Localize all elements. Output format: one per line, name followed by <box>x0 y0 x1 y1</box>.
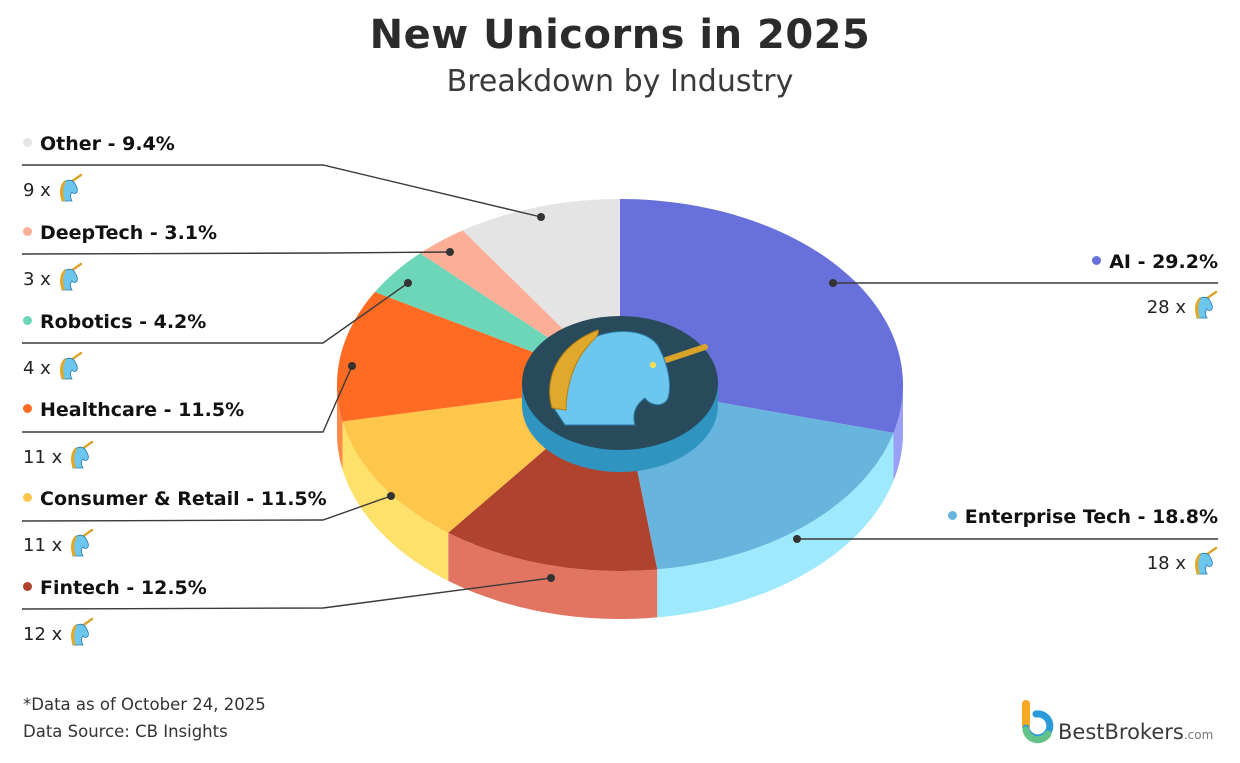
leader-dot <box>387 492 395 500</box>
legend-text: Other - 9.4% <box>40 133 175 155</box>
legend-dot-consumer-retail <box>23 493 32 502</box>
unicorn-head-icon <box>57 173 83 208</box>
count-text: 4 x <box>23 358 51 379</box>
legend-label-robotics: Robotics - 4.2% <box>23 311 206 333</box>
count-text: 3 x <box>23 269 51 290</box>
count-text: 11 x <box>23 535 63 556</box>
legend-dot-ai <box>1092 256 1102 265</box>
count-text: 18 x <box>1146 553 1186 574</box>
count-text: 28 x <box>1146 297 1186 318</box>
count-text: 9 x <box>23 180 51 201</box>
pie-side-ai <box>893 385 903 481</box>
leader-dot <box>404 279 412 287</box>
leader-dot <box>793 535 801 543</box>
legend-label-other: Other - 9.4% <box>23 133 175 155</box>
legend-count-consumer-retail: 11 x <box>23 528 94 563</box>
count-text: 12 x <box>23 624 63 645</box>
legend-label-consumer-retail: Consumer & Retail - 11.5% <box>23 488 327 510</box>
center-unicorn-emblem <box>522 316 718 472</box>
legend-dot-enterprise-tech <box>947 511 957 520</box>
unicorn-head-icon <box>68 528 94 563</box>
legend-dot-deeptech <box>23 227 32 236</box>
count-text: 11 x <box>23 447 63 468</box>
unicorn-head-icon <box>68 440 94 475</box>
leader-dot <box>348 362 356 370</box>
leader-line <box>21 251 451 255</box>
legend-count-robotics: 4 x <box>23 351 83 386</box>
legend-text: Fintech - 12.5% <box>40 577 207 599</box>
legend-count-ai: 28 x <box>1147 290 1218 325</box>
bestbrokers-logo-icon <box>1022 700 1054 744</box>
legend-count-deeptech: 3 x <box>23 262 83 297</box>
pie-side-enterprise-tech <box>657 432 894 618</box>
brand-name: BestBrokers <box>1058 720 1184 744</box>
legend-label-fintech: Fintech - 12.5% <box>23 577 207 599</box>
data-date-note: *Data as of October 24, 2025 <box>23 695 266 714</box>
legend-dot-other <box>23 138 32 147</box>
brand-logo: BestBrokers .com <box>1020 698 1213 744</box>
leader-line <box>22 365 353 433</box>
legend-dot-robotics <box>23 316 32 325</box>
legend-label-ai: AI - 29.2% <box>1092 251 1218 273</box>
legend-dot-healthcare <box>23 404 32 413</box>
pie-side-consumer-retail <box>342 421 449 581</box>
brand-tld: .com <box>1183 728 1214 742</box>
leader-line <box>21 577 552 610</box>
legend-count-fintech: 12 x <box>23 617 94 652</box>
data-source-note: Data Source: CB Insights <box>23 722 228 741</box>
legend-text: Enterprise Tech - 18.8% <box>964 506 1218 528</box>
unicorn-head-icon <box>1192 290 1218 325</box>
leader-dot <box>537 213 545 221</box>
unicorn-head-icon <box>1192 546 1218 581</box>
leader-dot <box>547 574 555 582</box>
unicorn-head-icon <box>57 351 83 386</box>
legend-text: DeepTech - 3.1% <box>40 222 218 244</box>
legend-dot-fintech <box>23 582 32 591</box>
chart-title: New Unicorns in 2025 <box>369 12 871 58</box>
legend-label-deeptech: DeepTech - 3.1% <box>23 222 217 244</box>
leader-line <box>21 495 392 522</box>
legend-count-enterprise-tech: 18 x <box>1147 546 1218 581</box>
leader-dot <box>446 248 454 256</box>
legend-label-healthcare: Healthcare - 11.5% <box>23 399 244 421</box>
legend-text: Robotics - 4.2% <box>40 311 207 333</box>
leader-dot <box>829 279 837 287</box>
pie-side-healthcare <box>337 385 343 470</box>
leader-line <box>22 282 409 344</box>
legend-count-other: 9 x <box>23 173 83 208</box>
legend-count-healthcare: 11 x <box>23 440 94 475</box>
legend-text: Healthcare - 11.5% <box>40 399 245 421</box>
chart-subtitle: Breakdown by Industry <box>446 64 794 99</box>
unicorn-head-icon <box>57 262 83 297</box>
leader-line <box>22 164 542 218</box>
legend-text: Consumer & Retail - 11.5% <box>40 488 327 510</box>
unicorn-head-icon <box>68 617 94 652</box>
legend-label-enterprise-tech: Enterprise Tech - 18.8% <box>947 506 1218 528</box>
legend-text: AI - 29.2% <box>1109 251 1218 273</box>
